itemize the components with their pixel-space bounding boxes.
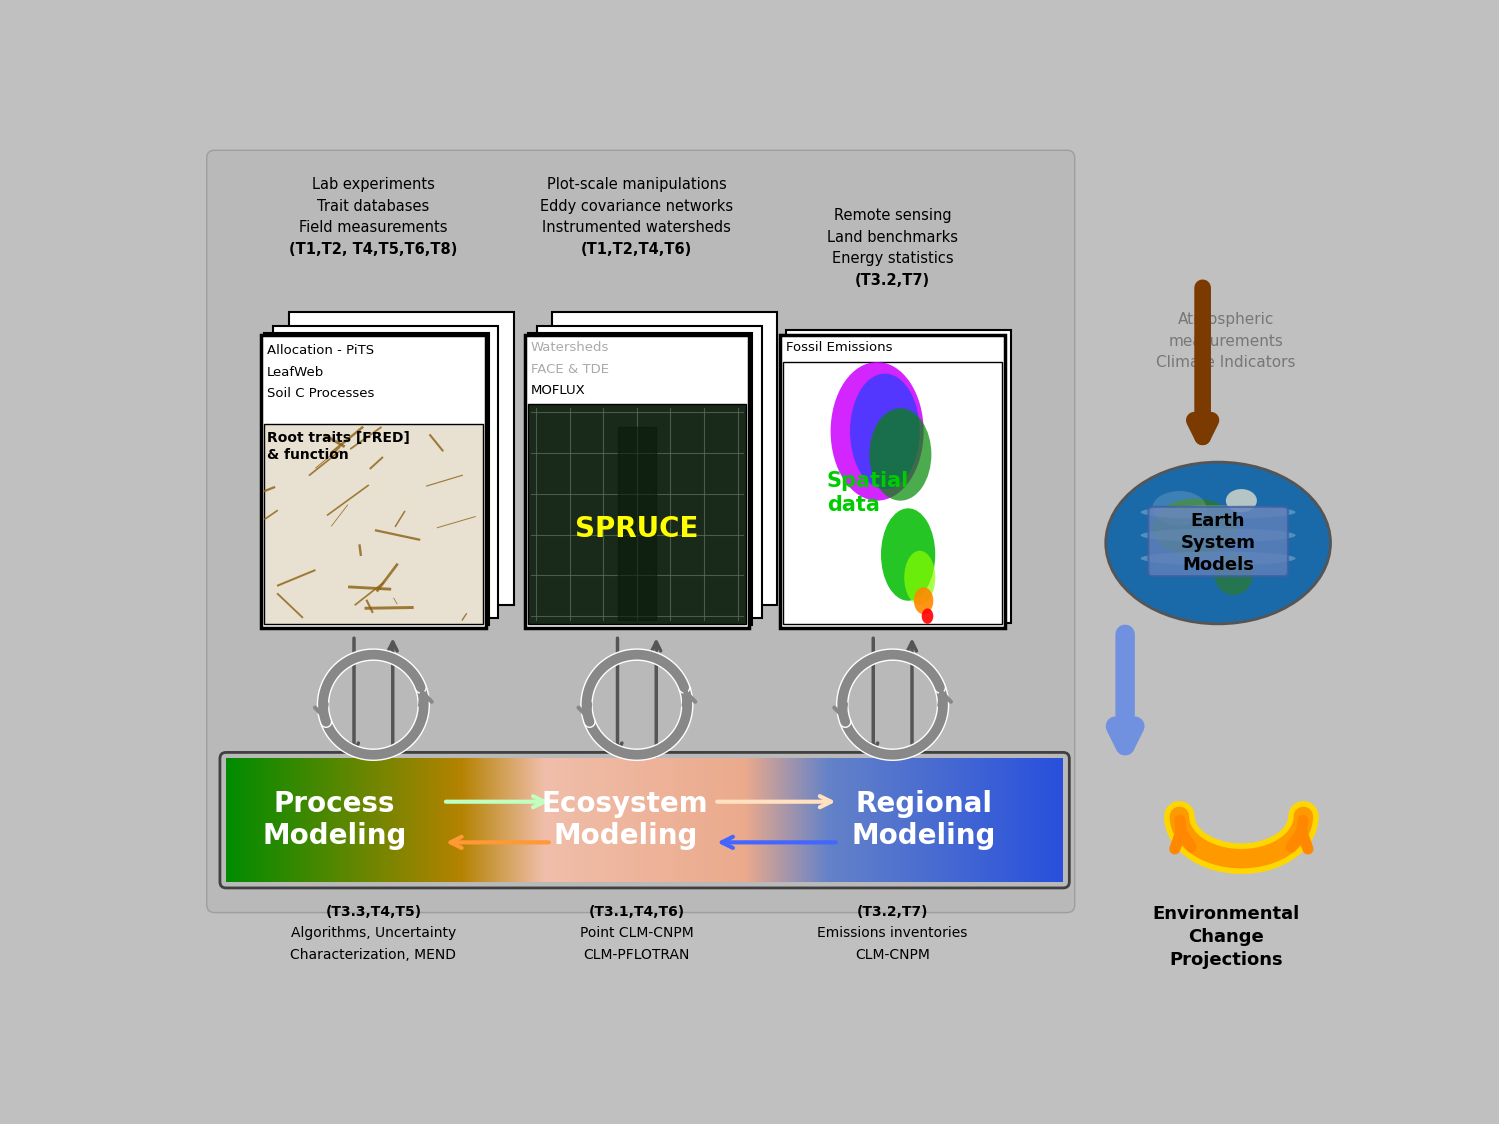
Ellipse shape (1153, 499, 1238, 556)
Text: LeafWeb: LeafWeb (267, 366, 324, 379)
Ellipse shape (881, 508, 935, 600)
Text: CLM-CNPM: CLM-CNPM (856, 948, 929, 962)
Ellipse shape (1141, 506, 1295, 519)
Bar (784, 362, 1001, 624)
Ellipse shape (869, 408, 931, 500)
Text: Lab experiments: Lab experiments (312, 178, 435, 192)
Text: Atmospheric: Atmospheric (1178, 312, 1274, 327)
Ellipse shape (922, 608, 934, 624)
Text: Climate Indicators: Climate Indicators (1156, 355, 1295, 370)
Ellipse shape (1226, 489, 1256, 513)
Ellipse shape (850, 373, 920, 489)
Text: Process
Modeling: Process Modeling (262, 790, 406, 851)
Text: Point CLM-CNPM: Point CLM-CNPM (580, 926, 694, 941)
Bar (781, 335, 1004, 627)
Text: Watersheds: Watersheds (531, 342, 609, 354)
Text: Ecosystem
Modeling: Ecosystem Modeling (543, 790, 709, 851)
Bar (537, 326, 761, 618)
Ellipse shape (1141, 528, 1295, 542)
Bar (525, 335, 750, 627)
Text: Allocation - PiTS: Allocation - PiTS (267, 344, 375, 357)
Bar (528, 333, 752, 625)
Text: Characterization, MEND: Characterization, MEND (291, 948, 456, 962)
Bar (787, 330, 1012, 623)
Text: Regional
Modeling: Regional Modeling (851, 790, 995, 851)
Bar (289, 312, 514, 605)
Text: Environmental
Change
Projections: Environmental Change Projections (1153, 905, 1300, 969)
Text: Plot-scale manipulations: Plot-scale manipulations (547, 178, 727, 192)
Ellipse shape (1106, 462, 1331, 624)
Ellipse shape (904, 551, 935, 605)
Text: (T3.2,T7): (T3.2,T7) (857, 905, 928, 919)
Text: Trait databases: Trait databases (318, 199, 430, 214)
Text: Root traits [FRED]
& function: Root traits [FRED] & function (267, 432, 411, 462)
Text: (T3.2,T7): (T3.2,T7) (854, 273, 931, 288)
Text: SPRUCE: SPRUCE (576, 515, 699, 543)
Ellipse shape (1153, 491, 1207, 526)
Text: Spatial
data: Spatial data (827, 471, 908, 515)
Bar (264, 333, 489, 625)
Text: Eddy covariance networks: Eddy covariance networks (540, 199, 733, 214)
Text: FACE & TDE: FACE & TDE (531, 363, 609, 375)
Text: Soil C Processes: Soil C Processes (267, 388, 375, 400)
Text: Emissions inventories: Emissions inventories (817, 926, 968, 941)
Ellipse shape (1214, 553, 1253, 595)
Text: CLM-PFLOTRAN: CLM-PFLOTRAN (583, 948, 690, 962)
Text: Remote sensing: Remote sensing (833, 208, 952, 223)
Text: Instrumented watersheds: Instrumented watersheds (543, 220, 732, 235)
Ellipse shape (1141, 552, 1295, 565)
Text: (T3.1,T4,T6): (T3.1,T4,T6) (589, 905, 685, 919)
Bar (528, 405, 747, 624)
Text: Field measurements: Field measurements (300, 220, 448, 235)
Text: Fossil Emissions: Fossil Emissions (787, 342, 893, 354)
Bar (264, 424, 483, 624)
FancyBboxPatch shape (1148, 507, 1288, 577)
Text: measurements: measurements (1168, 334, 1283, 348)
Text: Land benchmarks: Land benchmarks (827, 229, 958, 245)
Text: (T3.3,T4,T5): (T3.3,T4,T5) (325, 905, 421, 919)
Bar (553, 312, 776, 605)
Text: Earth
System
Models: Earth System Models (1181, 511, 1256, 574)
Text: (T1,T2,T4,T6): (T1,T2,T4,T6) (582, 242, 693, 257)
FancyBboxPatch shape (207, 151, 1075, 913)
Bar (261, 335, 486, 627)
Text: MOFLUX: MOFLUX (531, 384, 586, 398)
Ellipse shape (830, 362, 923, 500)
Bar (273, 326, 498, 618)
Text: (T1,T2, T4,T5,T6,T8): (T1,T2, T4,T5,T6,T8) (289, 242, 457, 257)
Text: Algorithms, Uncertainty: Algorithms, Uncertainty (291, 926, 456, 941)
Ellipse shape (914, 587, 934, 614)
Text: Energy statistics: Energy statistics (832, 251, 953, 266)
